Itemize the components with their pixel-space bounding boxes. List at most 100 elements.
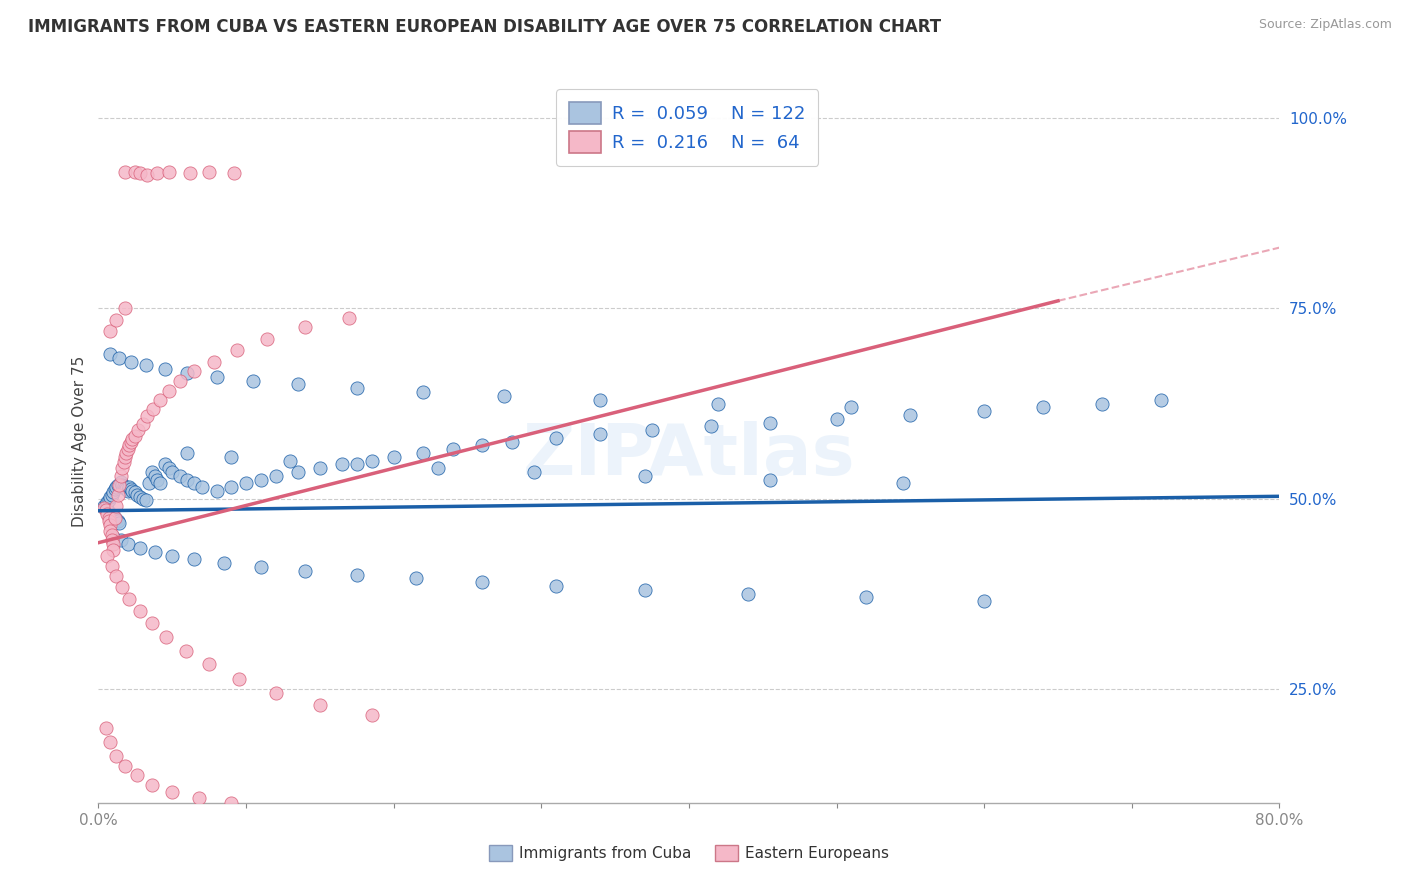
- Point: [114, 481, 136, 495]
- Point: [94, 721, 117, 735]
- Point: [242, 374, 264, 388]
- Point: [114, 759, 136, 773]
- Point: [117, 483, 139, 498]
- Point: [96, 495, 118, 509]
- Point: [183, 476, 205, 491]
- Point: [360, 453, 382, 467]
- Point: [589, 426, 612, 441]
- Point: [149, 392, 172, 407]
- Point: [128, 166, 150, 180]
- Point: [346, 458, 368, 472]
- Point: [107, 515, 129, 529]
- Point: [142, 401, 165, 416]
- Point: [294, 564, 316, 578]
- Point: [973, 404, 995, 418]
- Point: [97, 493, 120, 508]
- Point: [110, 475, 132, 489]
- Point: [120, 434, 142, 449]
- Point: [128, 604, 150, 618]
- Point: [224, 166, 246, 180]
- Point: [494, 389, 516, 403]
- Point: [250, 473, 273, 487]
- Point: [169, 468, 191, 483]
- Point: [105, 569, 128, 583]
- Point: [117, 537, 139, 551]
- Point: [707, 396, 730, 410]
- Point: [153, 458, 176, 472]
- Point: [309, 698, 332, 713]
- Point: [97, 504, 120, 518]
- Point: [235, 476, 257, 491]
- Point: [221, 450, 243, 464]
- Point: [221, 796, 243, 810]
- Point: [111, 478, 134, 492]
- Point: [136, 409, 159, 424]
- Point: [94, 503, 117, 517]
- Point: [115, 483, 138, 497]
- Point: [157, 164, 180, 178]
- Point: [162, 465, 183, 479]
- Point: [114, 450, 136, 464]
- Point: [157, 384, 180, 398]
- Point: [250, 560, 273, 574]
- Point: [108, 478, 131, 492]
- Point: [111, 461, 134, 475]
- Point: [124, 429, 146, 443]
- Point: [100, 488, 122, 502]
- Point: [523, 465, 546, 479]
- Point: [143, 468, 166, 483]
- Point: [98, 490, 121, 504]
- Point: [103, 485, 125, 500]
- Point: [174, 643, 197, 657]
- Point: [737, 587, 759, 601]
- Point: [162, 549, 183, 563]
- Point: [125, 768, 148, 782]
- Point: [412, 446, 434, 460]
- Point: [120, 483, 142, 497]
- Point: [179, 166, 201, 180]
- Point: [1150, 392, 1173, 407]
- Point: [118, 591, 141, 606]
- Point: [891, 476, 914, 491]
- Point: [105, 748, 128, 763]
- Point: [128, 541, 150, 555]
- Point: [135, 493, 157, 508]
- Point: [96, 549, 118, 563]
- Point: [157, 461, 180, 475]
- Point: [105, 480, 128, 494]
- Point: [280, 453, 302, 467]
- Point: [287, 377, 309, 392]
- Point: [634, 582, 657, 597]
- Point: [759, 416, 782, 430]
- Point: [138, 476, 160, 491]
- Point: [127, 423, 149, 437]
- Point: [110, 476, 132, 491]
- Point: [124, 485, 146, 500]
- Point: [98, 735, 121, 749]
- Point: [125, 488, 148, 502]
- Point: [115, 446, 138, 460]
- Text: IMMIGRANTS FROM CUBA VS EASTERN EUROPEAN DISABILITY AGE OVER 75 CORRELATION CHAR: IMMIGRANTS FROM CUBA VS EASTERN EUROPEAN…: [28, 18, 941, 36]
- Y-axis label: Disability Age Over 75: Disability Age Over 75: [72, 356, 87, 527]
- Point: [264, 468, 287, 483]
- Point: [471, 438, 494, 452]
- Point: [146, 473, 169, 487]
- Point: [112, 455, 135, 469]
- Point: [546, 579, 568, 593]
- Point: [98, 324, 121, 338]
- Point: [309, 461, 332, 475]
- Point: [1091, 396, 1114, 410]
- Point: [124, 164, 146, 178]
- Legend: Immigrants from Cuba, Eastern Europeans: Immigrants from Cuba, Eastern Europeans: [482, 839, 896, 867]
- Point: [121, 432, 143, 446]
- Point: [360, 708, 382, 723]
- Point: [589, 392, 612, 407]
- Point: [121, 483, 143, 498]
- Point: [228, 672, 250, 686]
- Point: [339, 310, 361, 325]
- Point: [107, 478, 129, 492]
- Point: [900, 408, 922, 422]
- Text: ZIPAtlas: ZIPAtlas: [523, 422, 855, 491]
- Point: [117, 442, 139, 457]
- Point: [110, 533, 132, 548]
